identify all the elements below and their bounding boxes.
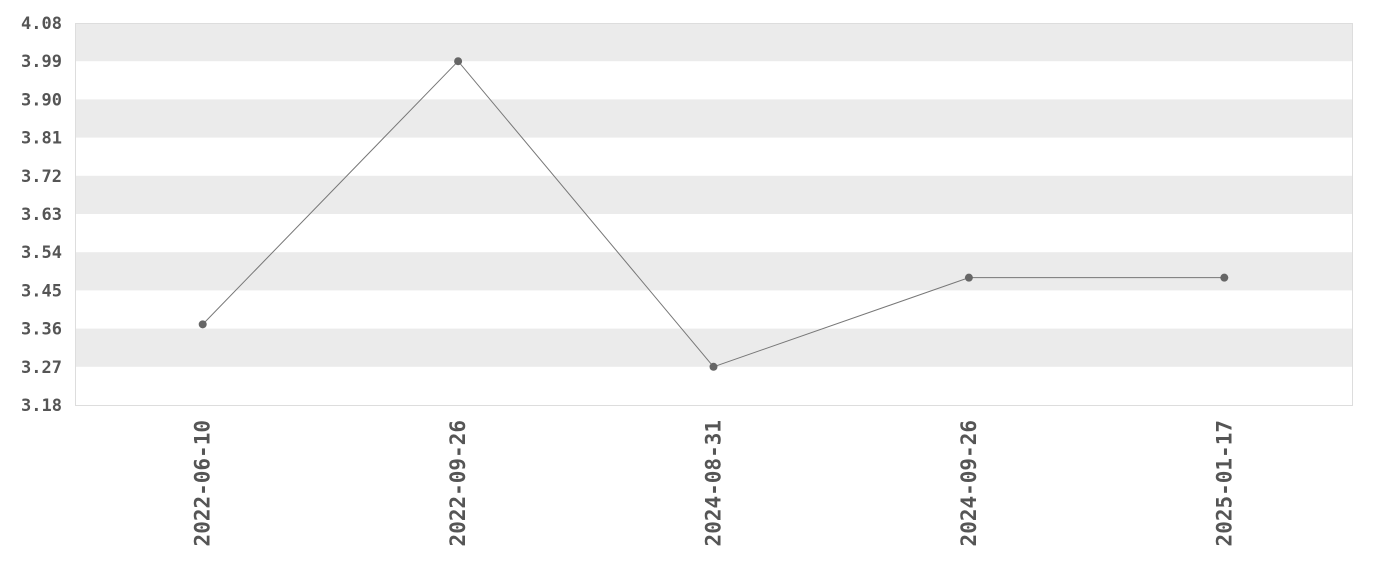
x-tick-label: 2022-09-26 bbox=[446, 420, 470, 546]
plot-area-border bbox=[75, 23, 1353, 406]
grid-band bbox=[75, 23, 1352, 62]
y-tick-label: 3.18 bbox=[21, 396, 62, 416]
series bbox=[198, 57, 1229, 371]
x-tick-label: 2024-09-26 bbox=[957, 420, 981, 546]
x-axis: 2022-06-10 2022-09-26 2024-08-31 2024-09-26… bbox=[191, 420, 1237, 546]
y-tick-label: 3.99 bbox=[21, 52, 62, 72]
background-bands bbox=[75, 23, 1352, 367]
grid-band bbox=[75, 175, 1352, 214]
y-tick-label: 4.08 bbox=[21, 14, 62, 34]
grid-band bbox=[75, 252, 1352, 291]
y-tick-label: 3.45 bbox=[21, 281, 62, 301]
grid-band bbox=[75, 99, 1352, 138]
grid-band bbox=[75, 328, 1352, 367]
data-point bbox=[709, 362, 718, 371]
data-point bbox=[964, 273, 973, 282]
y-tick-label: 3.54 bbox=[21, 243, 62, 263]
data-point bbox=[198, 320, 207, 329]
y-tick-label: 3.90 bbox=[21, 90, 62, 110]
y-axis: 3.18 3.27 3.36 3.45 3.54 3.63 3.72 3.81 3.90 3.99… bbox=[21, 14, 62, 416]
data-point bbox=[454, 57, 463, 66]
y-tick-label: 3.27 bbox=[21, 358, 62, 378]
y-tick-label: 3.72 bbox=[21, 167, 62, 187]
x-tick-label: 2025-01-17 bbox=[1212, 420, 1236, 546]
data-point bbox=[1220, 273, 1229, 282]
y-tick-label: 3.63 bbox=[21, 205, 62, 225]
x-tick-label: 2022-06-10 bbox=[191, 420, 215, 546]
x-tick-label: 2024-08-31 bbox=[702, 420, 726, 546]
y-tick-label: 3.81 bbox=[21, 129, 62, 149]
y-tick-label: 3.36 bbox=[21, 320, 62, 340]
